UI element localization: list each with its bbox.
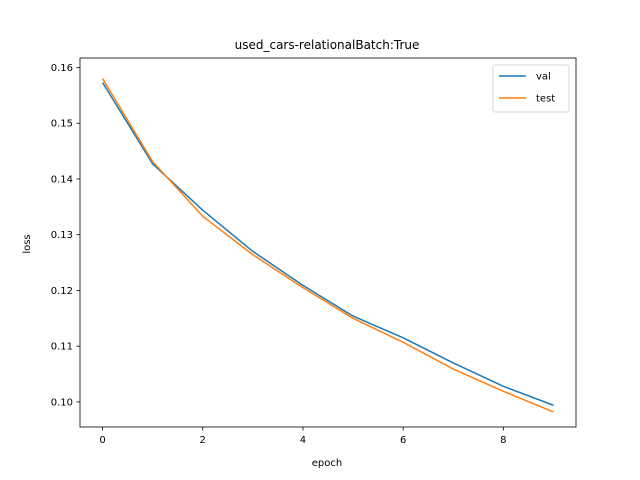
series-line-val: [101, 82, 554, 406]
y-tick-label: 0.12: [51, 286, 73, 297]
y-tick-label: 0.10: [51, 397, 73, 408]
series-line-test: [101, 78, 554, 413]
y-axis-ticks: 0.10 0.11 0.12 0.13 0.14 0.15 0.16: [51, 63, 80, 408]
x-tick-label: 4: [300, 435, 306, 446]
y-tick-label: 0.14: [51, 174, 73, 185]
plot-area: [79, 57, 577, 428]
legend-label-test: test: [536, 94, 555, 105]
plot-border: [79, 57, 577, 428]
x-axis-ticks: 0 2 4 6 8: [99, 427, 507, 446]
legend-box: [492, 64, 570, 113]
legend-label-val: val: [536, 72, 551, 83]
y-axis-label: loss: [22, 234, 33, 253]
y-tick-label: 0.11: [51, 342, 73, 353]
x-tick-label: 2: [200, 435, 206, 446]
y-tick-label: 0.16: [51, 63, 73, 74]
series-layer: [101, 78, 554, 413]
x-axis-label: epoch: [312, 458, 342, 469]
chart-title: used_cars-relationalBatch:True: [235, 38, 420, 52]
x-tick-label: 8: [500, 435, 506, 446]
y-tick-label: 0.15: [51, 119, 73, 130]
y-tick-label: 0.13: [51, 230, 73, 241]
x-tick-label: 0: [99, 435, 105, 446]
x-tick-label: 6: [400, 435, 406, 446]
legend: val test: [492, 64, 570, 113]
